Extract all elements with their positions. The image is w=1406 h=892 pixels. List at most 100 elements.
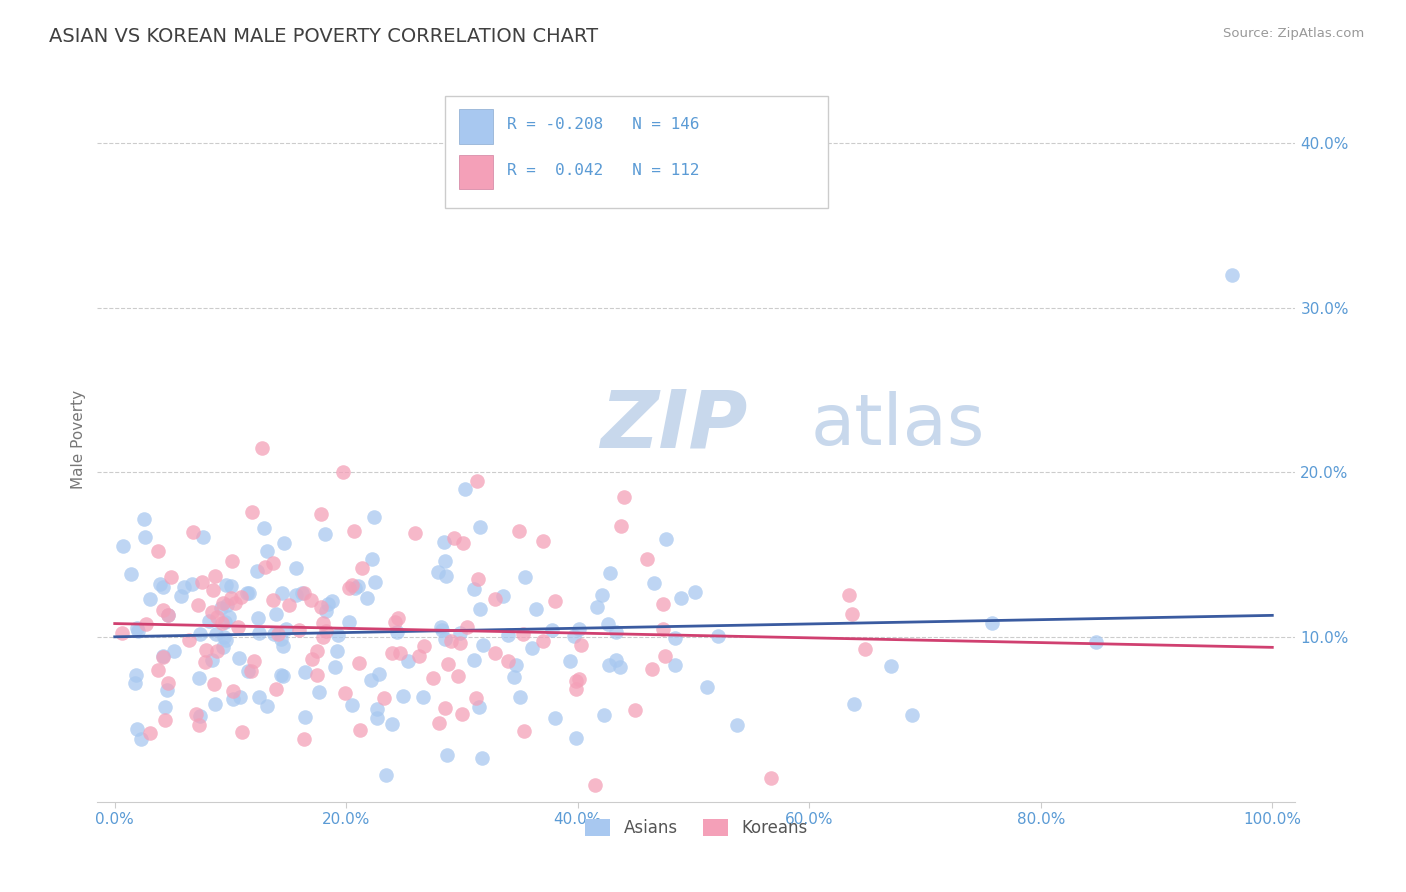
Point — [492, 589, 515, 603]
Point — [565, 674, 588, 689]
Point — [880, 659, 903, 673]
Point — [531, 633, 554, 648]
Point — [364, 574, 387, 589]
Point — [173, 580, 195, 594]
Point — [201, 653, 224, 667]
Point — [596, 616, 619, 631]
Point — [541, 623, 564, 637]
Point — [496, 628, 519, 642]
Point — [544, 594, 567, 608]
Legend: Asians, Koreans: Asians, Koreans — [579, 813, 814, 844]
Bar — [460, 154, 492, 189]
Point — [224, 596, 246, 610]
Point — [654, 533, 676, 547]
Point — [201, 605, 224, 619]
Point — [643, 576, 665, 591]
Text: R = -0.208   N = 146: R = -0.208 N = 146 — [508, 117, 700, 132]
Point — [307, 643, 329, 657]
Point — [316, 597, 339, 611]
Point — [641, 662, 664, 676]
Point — [202, 582, 225, 597]
Point — [591, 588, 613, 602]
Point — [277, 598, 299, 612]
Point — [285, 561, 308, 575]
Point — [271, 639, 294, 653]
Point — [309, 507, 332, 521]
Point — [212, 631, 235, 645]
Point — [366, 710, 388, 724]
Point — [239, 664, 262, 678]
Point — [205, 626, 228, 640]
Point — [980, 615, 1002, 630]
Point — [568, 623, 591, 637]
Point — [139, 726, 162, 740]
Point — [343, 524, 366, 538]
Point — [349, 723, 371, 738]
Point — [333, 686, 356, 700]
Point — [664, 631, 686, 645]
Point — [194, 642, 217, 657]
Point — [651, 598, 673, 612]
Point — [671, 591, 693, 606]
Point — [404, 526, 426, 541]
Point — [240, 505, 263, 519]
Point — [204, 697, 226, 711]
Point — [152, 648, 174, 663]
Point — [218, 609, 240, 624]
Point — [190, 575, 212, 590]
Point — [198, 614, 221, 628]
Point — [254, 560, 277, 574]
Point — [205, 644, 228, 658]
Point — [274, 622, 297, 636]
Point — [389, 646, 412, 660]
Point — [342, 698, 364, 712]
Point — [294, 710, 316, 724]
Point — [392, 689, 415, 703]
Point — [685, 584, 707, 599]
Point — [152, 649, 174, 664]
Point — [636, 552, 658, 566]
Point — [332, 466, 354, 480]
Point — [531, 533, 554, 548]
Point — [381, 646, 404, 660]
Point — [456, 619, 478, 633]
Point — [569, 638, 592, 652]
Point — [326, 628, 349, 642]
Point — [842, 698, 865, 712]
Point — [651, 622, 673, 636]
Point — [396, 654, 419, 668]
Point — [308, 685, 330, 699]
Point — [544, 710, 567, 724]
Point — [211, 596, 233, 610]
Point — [520, 641, 543, 656]
Point — [219, 591, 242, 605]
Point — [194, 655, 217, 669]
Point — [484, 646, 506, 660]
Point — [263, 627, 285, 641]
Point — [654, 648, 676, 663]
Point — [270, 668, 292, 682]
Point — [484, 592, 506, 607]
Point — [247, 690, 270, 705]
Point — [598, 657, 620, 672]
Point — [326, 644, 349, 658]
Point — [181, 524, 204, 539]
Point — [238, 586, 260, 600]
Point — [236, 665, 259, 679]
Point — [468, 602, 491, 616]
Point — [503, 670, 526, 684]
Point — [124, 676, 146, 690]
Point — [464, 691, 486, 706]
Point — [253, 521, 276, 535]
Point — [436, 748, 458, 763]
Point — [152, 603, 174, 617]
Point — [247, 611, 270, 625]
Point — [294, 665, 316, 680]
Point — [468, 520, 491, 534]
Point — [250, 442, 273, 456]
Point — [450, 707, 472, 722]
Point — [374, 767, 396, 781]
Text: atlas: atlas — [810, 391, 984, 459]
Point — [433, 554, 456, 568]
Point — [512, 626, 534, 640]
